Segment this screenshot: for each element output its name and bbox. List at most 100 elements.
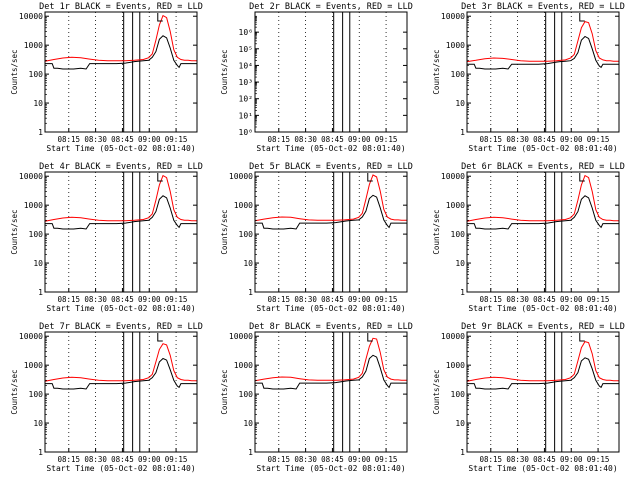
x-tick-label: 08:15: [57, 455, 80, 464]
plot-frame: [44, 11, 198, 133]
y-tick-label: 1: [38, 288, 43, 297]
series-events-line: [467, 35, 619, 70]
panel-title: Det 7r BLACK = Events, RED = LLD: [39, 322, 203, 332]
bracket-mark: [367, 333, 373, 342]
y-axis-label: Counts/sec: [432, 369, 441, 414]
x-tick-label: 08:30: [506, 135, 529, 144]
x-tick-label: 08:15: [267, 135, 290, 144]
x-tick-label: 09:00: [138, 295, 161, 304]
detector-panel-9: Det 9r BLACK = Events, RED = LLD 1 10 100 10…: [432, 322, 625, 473]
plot-frame: [254, 11, 408, 133]
x-tick-label: 09:00: [560, 135, 583, 144]
x-tick-label: 08:45: [321, 455, 344, 464]
y-tick-label: 1000: [446, 361, 465, 370]
x-tick-label: 08:30: [294, 455, 317, 464]
x-tick-label: 09:15: [587, 295, 610, 304]
plot-frame: [466, 11, 620, 133]
plot-frame: [466, 331, 620, 453]
y-tick-label: 100: [29, 390, 44, 399]
panel-title: Det 9r BLACK = Events, RED = LLD: [461, 322, 625, 332]
bracket-mark: [579, 13, 585, 22]
x-tick-label: 08:15: [267, 455, 290, 464]
y-tick-label: 1000: [24, 41, 43, 50]
x-tick-label: 08:45: [321, 295, 344, 304]
panel-title: Det 2r BLACK = Events, RED = LLD: [249, 2, 413, 12]
panel-title: Det 5r BLACK = Events, RED = LLD: [249, 162, 413, 172]
x-tick-label: 08:45: [533, 455, 556, 464]
x-tick-label: 08:45: [321, 135, 344, 144]
y-tick-label: 1000: [24, 361, 43, 370]
x-axis-label: Start Time (05-Oct-02 08:01:40): [468, 464, 617, 473]
series-lld-line: [44, 343, 197, 382]
x-tick-label: 08:15: [57, 295, 80, 304]
y-tick-label: 1000: [446, 201, 465, 210]
plot-frame: [44, 171, 198, 293]
y-tick-label: 10: [455, 99, 465, 108]
x-tick-label: 09:15: [165, 455, 188, 464]
x-tick-label: 08:15: [267, 295, 290, 304]
x-tick-label: 09:00: [560, 455, 583, 464]
detector-panel-6: Det 6r BLACK = Events, RED = LLD 1 10 100 10…: [432, 162, 625, 313]
x-axis-label: Start Time (05-Oct-02 08:01:40): [256, 464, 405, 473]
y-axis-label: Counts/sec: [220, 209, 229, 254]
x-axis-label: Start Time (05-Oct-02 08:01:40): [468, 144, 617, 153]
x-tick-label: 08:15: [479, 295, 502, 304]
series-lld-line: [254, 337, 407, 382]
y-tick-label: 10⁶: [239, 28, 253, 37]
x-tick-label: 09:00: [348, 455, 371, 464]
y-tick-label: 1: [460, 128, 465, 137]
y-tick-label: 10¹: [239, 111, 253, 120]
x-axis-label: Start Time (05-Oct-02 08:01:40): [256, 304, 405, 313]
y-tick-label: 100: [451, 230, 466, 239]
x-tick-label: 08:45: [111, 295, 134, 304]
detector-panel-8: Det 8r BLACK = Events, RED = LLD 1 10 100 10…: [220, 322, 413, 473]
y-tick-label: 10: [455, 259, 465, 268]
y-axis-label: Counts/sec: [10, 369, 19, 414]
x-tick-label: 08:45: [111, 135, 134, 144]
x-tick-label: 08:15: [57, 135, 80, 144]
y-tick-label: 10: [33, 259, 43, 268]
x-tick-label: 09:15: [165, 295, 188, 304]
y-tick-label: 100: [29, 70, 44, 79]
y-tick-label: 10: [243, 419, 253, 428]
y-axis-label: Counts/sec: [10, 49, 19, 94]
x-tick-label: 09:15: [587, 455, 610, 464]
y-tick-label: 100: [451, 70, 466, 79]
detector-panel-7: Det 7r BLACK = Events, RED = LLD 1 10 100 10…: [10, 322, 203, 473]
detector-panel-4: Det 4r BLACK = Events, RED = LLD 1 10 100 10…: [10, 162, 203, 313]
y-tick-label: 10⁵: [239, 45, 253, 54]
x-tick-label: 09:00: [138, 455, 161, 464]
series-events-line: [467, 195, 619, 230]
y-tick-label: 10⁰: [239, 128, 253, 137]
panel-title: Det 8r BLACK = Events, RED = LLD: [249, 322, 413, 332]
y-tick-label: 10⁴: [239, 61, 253, 70]
x-axis-label: Start Time (05-Oct-02 08:01:40): [46, 304, 195, 313]
y-tick-label: 10: [243, 259, 253, 268]
y-tick-label: 10000: [441, 172, 465, 181]
series-events-line: [45, 35, 197, 70]
y-tick-label: 10²: [239, 95, 253, 104]
y-tick-label: 10000: [229, 332, 253, 341]
bracket-mark: [157, 333, 163, 342]
y-axis-label: Counts/sec: [432, 49, 441, 94]
detector-panel-3: Det 3r BLACK = Events, RED = LLD 1 10 100 10…: [432, 2, 625, 153]
x-tick-label: 09:00: [348, 295, 371, 304]
y-tick-label: 100: [29, 230, 44, 239]
x-axis-label: Start Time (05-Oct-02 08:01:40): [46, 144, 195, 153]
x-tick-label: 08:30: [506, 455, 529, 464]
y-axis-label: Counts/sec: [220, 369, 229, 414]
x-axis-label: Start Time (05-Oct-02 08:01:40): [256, 144, 405, 153]
y-tick-label: 10000: [441, 12, 465, 21]
bracket-mark: [579, 333, 585, 342]
y-tick-label: 10000: [229, 172, 253, 181]
y-tick-label: 10000: [19, 332, 43, 341]
detector-panel-2: Det 2r BLACK = Events, RED = LLD 10⁰ 10¹ 10…: [220, 2, 413, 153]
x-tick-label: 08:15: [479, 135, 502, 144]
series-lld-line: [466, 174, 619, 222]
y-tick-label: 100: [451, 390, 466, 399]
series-lld-line: [466, 21, 619, 63]
panel-title: Det 3r BLACK = Events, RED = LLD: [461, 2, 625, 12]
y-tick-label: 100: [239, 390, 254, 399]
y-tick-label: 1: [248, 288, 253, 297]
y-tick-label: 1: [38, 128, 43, 137]
